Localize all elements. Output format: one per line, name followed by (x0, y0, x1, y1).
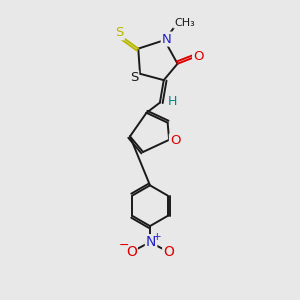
Text: −: − (119, 239, 130, 252)
Text: O: O (170, 134, 180, 147)
Text: N: N (146, 235, 156, 249)
Text: H: H (168, 95, 177, 108)
Text: +: + (152, 232, 161, 242)
Text: O: O (193, 50, 204, 63)
Text: CH₃: CH₃ (174, 18, 195, 28)
Text: O: O (163, 245, 174, 259)
Text: S: S (130, 71, 138, 84)
Text: O: O (126, 245, 137, 259)
Text: N: N (162, 33, 172, 46)
Text: S: S (116, 26, 124, 39)
